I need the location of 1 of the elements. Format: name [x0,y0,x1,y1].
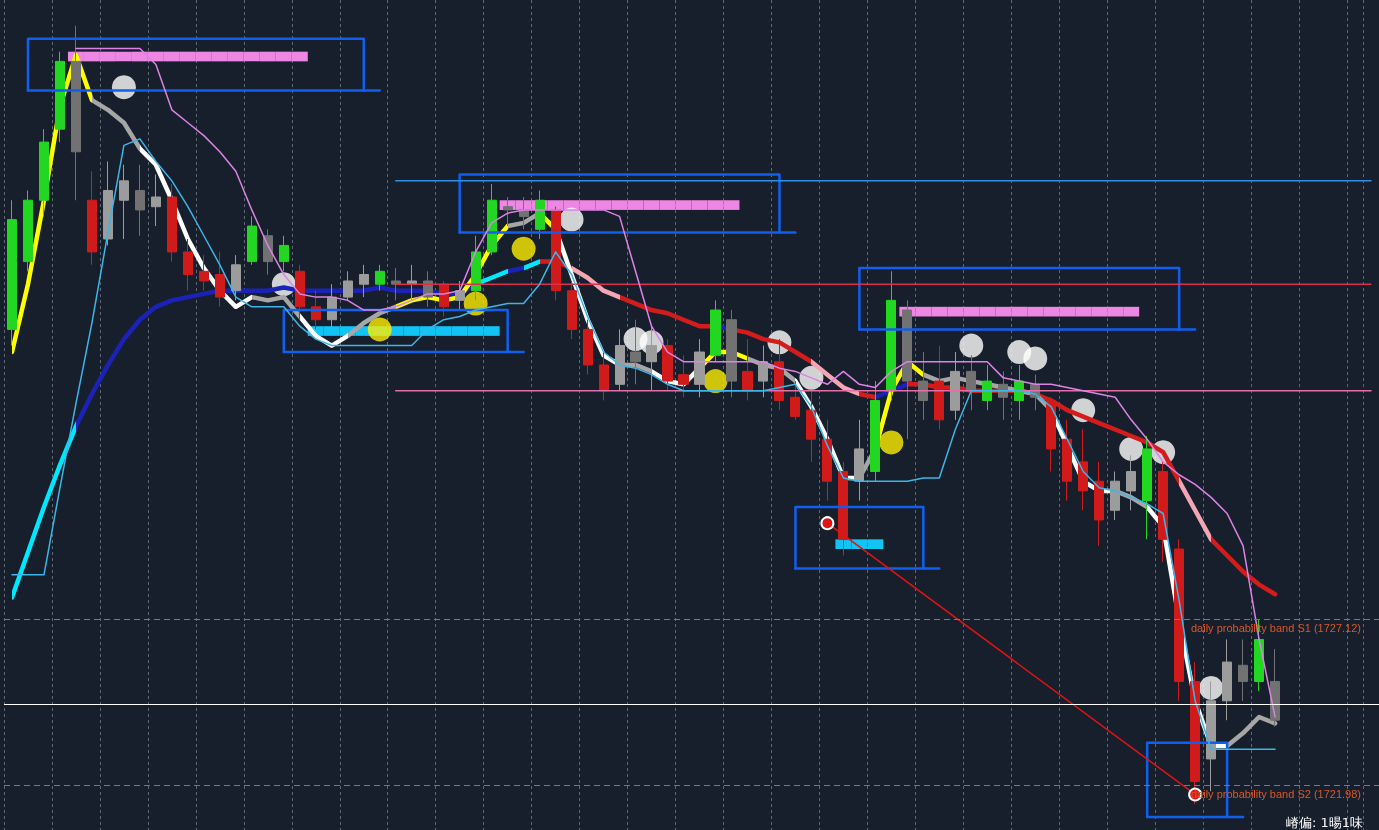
annotation: 嵴偏: 1暘1味 [1285,815,1364,830]
